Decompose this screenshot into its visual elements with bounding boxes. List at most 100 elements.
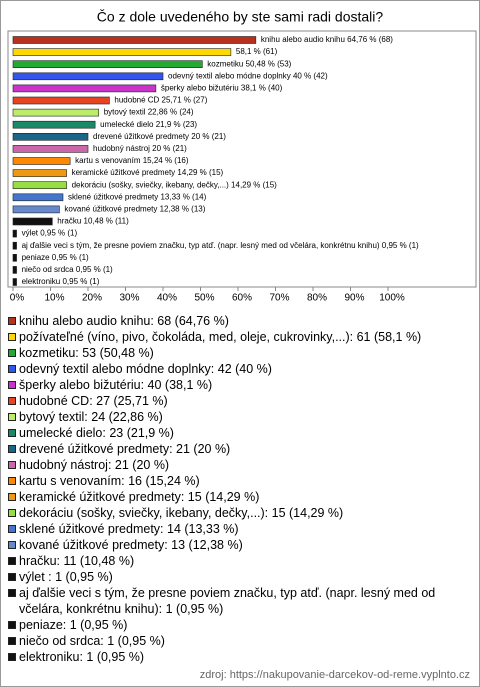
- legend-swatch: [8, 397, 16, 405]
- legend-label: hudobné CD: 27 (25,71 %): [19, 394, 168, 408]
- bar: [12, 145, 89, 153]
- legend-swatch: [8, 637, 16, 645]
- x-tick-label: 10%: [44, 293, 64, 304]
- legend-swatch: [8, 429, 16, 437]
- bar: [12, 120, 96, 129]
- legend-label: bytový textil: 24 (22,86 %): [19, 410, 163, 424]
- legend-label: dekoráciu (sošky, sviečky, ikebany, dečk…: [19, 506, 344, 520]
- bar: [12, 193, 64, 202]
- x-tick-label: 60%: [232, 293, 252, 304]
- legend-swatch: [8, 349, 16, 357]
- legend-item: šperky alebo bižutériu: 40 (38,1 %): [8, 377, 472, 393]
- legend-swatch: [8, 413, 16, 421]
- bar: [12, 84, 157, 93]
- legend-label: keramické úžitkové predmety: 15 (14,29 %…: [19, 490, 260, 504]
- bar: [12, 169, 67, 177]
- legend-swatch: [8, 509, 16, 517]
- bar-value-label: výlet 0,95 % (1): [22, 229, 78, 238]
- bar: [12, 241, 17, 250]
- bar: [12, 133, 89, 141]
- bar-value-label: hudobný nástroj 20 % (21): [93, 144, 187, 153]
- legend-item: elektroniku: 1 (0,95 %): [8, 649, 472, 665]
- bar-value-label: niečo od srdca 0,95 % (1): [22, 265, 113, 274]
- legend-swatch: [8, 557, 16, 565]
- x-tick-label: 0%: [10, 293, 25, 304]
- bar-value-label: peniaze 0,95 % (1): [22, 253, 89, 262]
- source: zdroj: https://nakupovanie-darcekov-od-r…: [199, 669, 470, 681]
- legend-label: peniaze: 1 (0,95 %): [19, 618, 128, 632]
- bar: [12, 229, 17, 238]
- bar: [12, 72, 164, 81]
- x-tick-label: 80%: [307, 293, 327, 304]
- legend-label: kartu s venovaním: 16 (15,24 %): [19, 474, 200, 488]
- bar: [12, 205, 60, 214]
- legend-swatch: [8, 621, 16, 629]
- bar-value-label: elektroniku 0,95 % (1): [22, 277, 100, 286]
- x-tick-label: 30%: [119, 293, 139, 304]
- bar: [12, 96, 110, 105]
- legend-item: kozmetiku: 53 (50,48 %): [8, 345, 472, 361]
- legend-swatch: [8, 589, 16, 597]
- bar-value-label: drevené úžitkové predmety 20 % (21): [93, 132, 226, 141]
- legend-label: umelecké dielo: 23 (21,9 %): [19, 426, 174, 440]
- legend-item: bytový textil: 24 (22,86 %): [8, 409, 472, 425]
- chart-title: Čo z dole uvedeného by ste sami radi dos…: [97, 9, 384, 25]
- legend-swatch: [8, 477, 16, 485]
- bar: [12, 36, 257, 44]
- x-tick-label: 90%: [344, 293, 364, 304]
- legend-swatch: [8, 445, 16, 453]
- bar-value-label: knihu alebo audio knihu 64,76 % (68): [261, 35, 393, 44]
- bar-value-label: bytový textil 22,86 % (24): [104, 108, 194, 117]
- legend-item: výlet : 1 (0,95 %): [8, 569, 472, 585]
- bar-value-label: kované úžitkové predmety 12,38 % (13): [64, 205, 205, 214]
- legend-swatch: [8, 333, 16, 341]
- bar: [12, 278, 17, 286]
- bar: [12, 60, 203, 69]
- bar-value-label: šperky alebo bižutériu 38,1 % (40): [161, 84, 283, 93]
- legend-label: hračku: 11 (10,48 %): [19, 554, 135, 568]
- legend-item: dekoráciu (sošky, sviečky, ikebany, dečk…: [8, 505, 472, 521]
- legend-label: odevný textil alebo módne doplnky: 42 (4…: [19, 362, 272, 376]
- bar-value-label: hudobné CD 25,71 % (27): [114, 96, 207, 105]
- legend-swatch: [8, 493, 16, 501]
- legend-swatch: [8, 381, 16, 389]
- x-tick-label: 100%: [379, 293, 405, 304]
- legend-item: keramické úžitkové predmety: 15 (14,29 %…: [8, 489, 472, 505]
- bar-value-label: umelecké dielo 21,9 % (23): [100, 120, 197, 129]
- legend-swatch: [8, 317, 16, 325]
- legend-item: sklené úžitkové predmety: 14 (13,33 %): [8, 521, 472, 537]
- legend-label: šperky alebo bižutériu: 40 (38,1 %): [19, 378, 213, 392]
- legend-label: knihu alebo audio knihu: 68 (64,76 %): [19, 314, 229, 328]
- x-tick-label: 70%: [269, 293, 289, 304]
- legend-item: požívateľné (víno, pivo, čokoláda, med, …: [8, 329, 472, 345]
- legend-item: hudobný nástroj: 21 (20 %): [8, 457, 472, 473]
- legend-item: drevené úžitkové predmety: 21 (20 %): [8, 441, 472, 457]
- bar: [12, 254, 17, 262]
- bar-value-label: dekoráciu (sošky, sviečky, ikebany, dečk…: [72, 180, 278, 189]
- legend-label: kozmetiku: 53 (50,48 %): [19, 346, 154, 360]
- legend-swatch: [8, 461, 16, 469]
- legend-item: odevný textil alebo módne doplnky: 42 (4…: [8, 361, 472, 377]
- legend-label: výlet : 1 (0,95 %): [19, 570, 113, 584]
- x-tick-label: 50%: [194, 293, 214, 304]
- legend-item: niečo od srdca: 1 (0,95 %): [8, 633, 472, 649]
- legend-label: drevené úžitkové predmety: 21 (20 %): [19, 442, 231, 456]
- legend-swatch: [8, 525, 16, 533]
- legend-swatch: [8, 653, 16, 661]
- legend-label: niečo od srdca: 1 (0,95 %): [19, 634, 165, 648]
- legend-item: kované úžitkové predmety: 13 (12,38 %): [8, 537, 472, 553]
- bar-value-label: kozmetiku 50,48 % (53): [207, 59, 291, 68]
- legend-item: knihu alebo audio knihu: 68 (64,76 %): [8, 313, 472, 329]
- bar: [12, 266, 17, 274]
- legend-label: požívateľné (víno, pivo, čokoláda, med, …: [19, 330, 422, 344]
- legend-label: elektroniku: 1 (0,95 %): [19, 650, 145, 664]
- legend-swatch: [8, 541, 16, 549]
- x-tick-label: 20%: [82, 293, 102, 304]
- bar-value-label: hračku 10,48 % (11): [57, 217, 129, 226]
- x-tick-label: 40%: [157, 293, 177, 304]
- legend-label: kované úžitkové predmety: 13 (12,38 %): [19, 538, 243, 552]
- legend-label: sklené úžitkové predmety: 14 (13,33 %): [19, 522, 239, 536]
- bar-value-label: keramické úžitkové predmety 14,29 % (15): [72, 168, 224, 177]
- legend-label: hudobný nástroj: 21 (20 %): [19, 458, 170, 472]
- bar-value-label: 58,1 % (61): [236, 47, 278, 56]
